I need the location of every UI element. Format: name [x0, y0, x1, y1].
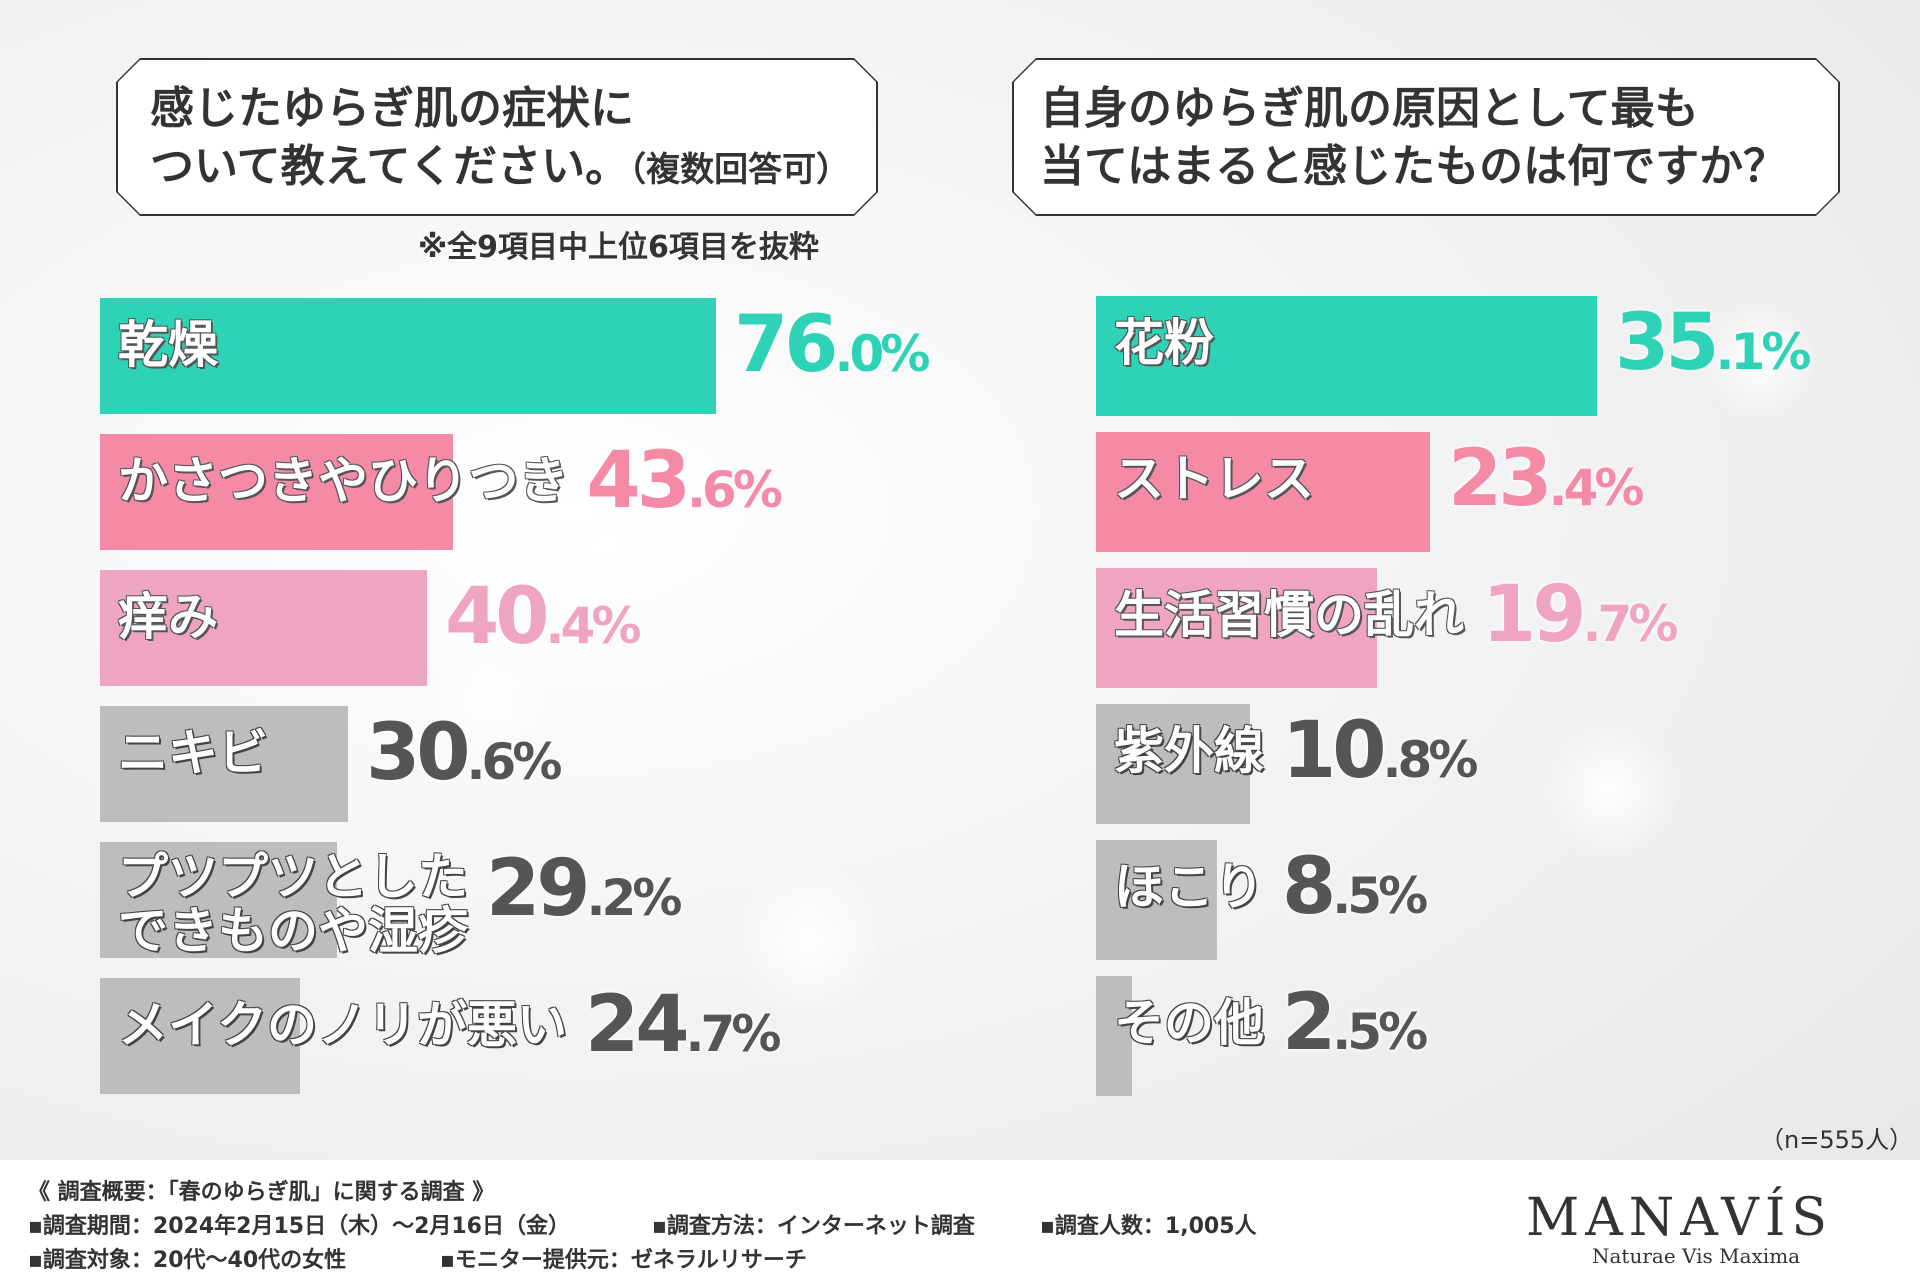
bar-value-integer: 10: [1282, 706, 1387, 796]
left-question: 感じたゆらぎ肌の症状に ついて教えてください。（複数回答可）: [150, 83, 851, 192]
left-question-box: [118, 60, 876, 214]
bar-value-decimal: .6%: [687, 461, 783, 519]
survey-period: ▪調査期間：2024年2月15日（木）～2月16日（金）: [28, 1214, 570, 1239]
bar-value-decimal: .4%: [1548, 459, 1645, 517]
bar-4: [100, 842, 337, 958]
bar-value-decimal: .0%: [834, 325, 931, 383]
bar-value-label: 30.6%: [366, 708, 563, 798]
bar-value-integer: 40: [445, 572, 550, 662]
bar-value-label: 76.0%: [734, 300, 931, 390]
bar-category-label: その他: [1114, 994, 1264, 1052]
sample-size-note: （n=555人）: [1760, 1126, 1914, 1154]
bar-value-decimal: .5%: [1332, 1003, 1428, 1061]
bar-1: [1096, 432, 1430, 552]
sparkle-decoration: [430, 640, 550, 760]
bar-value-label: 29.2%: [486, 844, 683, 934]
bar-value-decimal: .7%: [685, 1005, 782, 1063]
bar-value-integer: 2: [1282, 978, 1336, 1068]
bar-value-label: 8.5%: [1282, 842, 1428, 932]
bar-category-label: 花粉: [1114, 314, 1214, 372]
sparkle-decoration: [560, 500, 650, 590]
bar-category-label: 乾燥: [118, 316, 218, 374]
bar-5: [1096, 976, 1132, 1096]
bar-2: [100, 570, 427, 686]
bar-value-integer: 23: [1448, 434, 1553, 524]
bar-value-decimal: .8%: [1382, 731, 1479, 789]
bar-value-label: 19.7%: [1482, 570, 1679, 660]
bar-5: [100, 978, 300, 1094]
bar-value-decimal: .4%: [545, 597, 642, 655]
bar-value-decimal: .1%: [1715, 323, 1812, 381]
bar-3: [100, 706, 348, 822]
bar-0: [1096, 296, 1597, 416]
bar-1: [100, 434, 453, 550]
bar-category-label: かさつきやひりつき: [118, 452, 569, 510]
bar-value-label: 43.6%: [586, 436, 783, 526]
left-note: ※全9項目中上位6項目を抜粋: [418, 230, 819, 265]
bar-category-label: ストレス: [1114, 450, 1314, 508]
bar-value-decimal: .7%: [1582, 595, 1679, 653]
right-question-box: [1014, 60, 1838, 214]
bar-value-integer: 43: [586, 436, 692, 526]
left-bar-chart: 乾燥 76.0% かさつきやひりつき 43.6% 痒み 40.4% ニキビ 30.6% プツプツ…: [100, 298, 930, 1098]
sparkle-decoration: [730, 860, 890, 1020]
brand-logo: MANAVÍS: [1526, 1188, 1833, 1248]
bar-category-label: 紫外線: [1114, 722, 1264, 780]
bar-value-decimal: .5%: [1332, 867, 1428, 925]
bar-value-integer: 76: [734, 300, 839, 390]
sparkle-decoration: [1700, 300, 1820, 420]
bar-value-label: 35.1%: [1615, 298, 1812, 388]
bar-value-integer: 35: [1615, 298, 1720, 388]
survey-count: ▪調査人数：1,005人: [1040, 1214, 1257, 1239]
bar-value-integer: 8: [1282, 842, 1336, 932]
bar-2: [1096, 568, 1377, 688]
bar-value-label: 24.7%: [585, 980, 782, 1070]
bar-category-label: 生活習慣の乱れ: [1114, 586, 1464, 644]
bar-value-label: 23.4%: [1448, 434, 1645, 524]
survey-target: ▪調査対象：20代～40代の女性: [28, 1248, 347, 1273]
bar-value-integer: 24: [585, 980, 690, 1070]
bar-category-label: ニキビ: [118, 724, 268, 782]
bar-value-integer: 30: [366, 708, 471, 798]
survey-summary: 《 調査概要：「春のゆらぎ肌」に関する調査 》: [28, 1180, 495, 1205]
bar-0: [100, 298, 716, 414]
brand-tagline: Naturae Vis Maxima: [1592, 1244, 1801, 1268]
bar-category-label: 痒み: [118, 588, 218, 646]
bar-4: [1096, 840, 1217, 960]
bar-value-decimal: .6%: [466, 733, 563, 791]
bar-3: [1096, 704, 1250, 824]
bar-value-integer: 19: [1482, 570, 1587, 660]
left-question-suffix: （複数回答可）: [629, 150, 851, 190]
right-bar-chart: 花粉 35.1% ストレス 23.4% 生活習慣の乱れ 19.7% 紫外線 10.8% ほこり 8…: [1096, 296, 1896, 1096]
bar-value-label: 40.4%: [445, 572, 642, 662]
bar-category-label: ほこり: [1114, 858, 1264, 916]
footer: 《 調査概要：「春のゆらぎ肌」に関する調査 》 ▪調査期間：2024年2月15日…: [0, 1160, 1920, 1280]
sparkle-decoration: [1540, 720, 1680, 860]
bar-value-decimal: .2%: [586, 869, 683, 927]
bar-value-integer: 29: [486, 844, 591, 934]
right-question: 自身のゆらぎ肌の原因として最も 当てはまると感じたものは何ですか？: [1040, 83, 1788, 192]
bar-value-label: 10.8%: [1282, 706, 1479, 796]
bar-category-label: メイクのノリが悪い: [118, 996, 567, 1054]
bar-value-label: 2.5%: [1282, 978, 1428, 1068]
bar-category-label: プツプツとした できものや湿疹: [118, 848, 468, 960]
survey-method: ▪調査方法：インターネット調査: [652, 1214, 975, 1239]
survey-provider: ▪モニター提供元：ゼネラルリサーチ: [440, 1248, 807, 1273]
